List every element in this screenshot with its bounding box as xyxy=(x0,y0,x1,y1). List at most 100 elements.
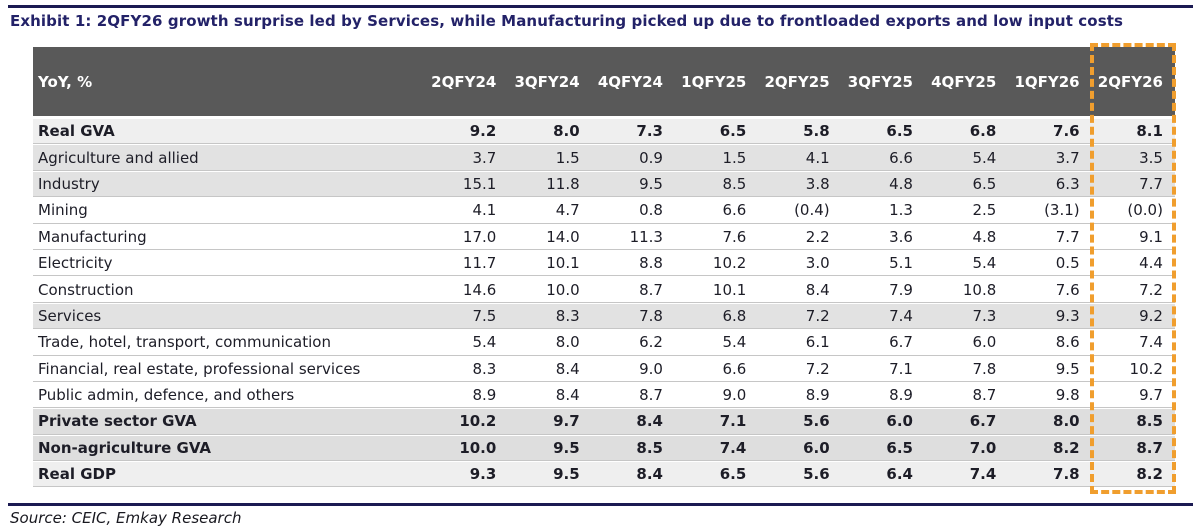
value-cell: 9.0 xyxy=(722,386,747,405)
value-cell: 6.4 xyxy=(886,465,913,484)
value-cell: 7.4 xyxy=(719,438,747,457)
table-row: Real GVA 9.2 8.0 7.3 6.5 5.8 6.5 6.8 7.6 8.1 xyxy=(33,118,1175,145)
value-cell: (0.0) xyxy=(1127,201,1163,220)
value-cell: (0.4) xyxy=(794,201,830,220)
value-cell: 7.8 xyxy=(1053,465,1080,484)
row-label: Non-agriculture GVA xyxy=(38,438,212,457)
value-cell: 4.7 xyxy=(555,201,580,220)
value-cell: 8.0 xyxy=(553,122,580,141)
value-cell: 6.7 xyxy=(889,333,913,352)
value-cell: (3.1) xyxy=(1044,201,1080,220)
value-cell: 8.0 xyxy=(555,333,580,352)
value-cell: 1.5 xyxy=(722,148,747,167)
value-cell: 7.5 xyxy=(472,306,497,325)
table-row: Private sector GVA 10.2 9.7 8.4 7.1 5.6 6.0 6.7… xyxy=(33,408,1175,435)
value-cell: 6.5 xyxy=(972,174,997,193)
header-col-1qfy26: 1QFY26 xyxy=(1014,72,1080,91)
value-cell: 7.6 xyxy=(1055,280,1080,299)
value-cell: 3.0 xyxy=(805,254,830,273)
value-cell: 8.4 xyxy=(636,412,663,431)
value-cell: 3.5 xyxy=(1139,148,1163,167)
value-cell: 7.6 xyxy=(1053,122,1080,141)
table-row: Financial, real estate, professional ser… xyxy=(33,355,1175,382)
value-cell: 4.1 xyxy=(805,148,830,167)
value-cell: 8.7 xyxy=(639,280,663,299)
value-cell: 5.4 xyxy=(722,333,747,352)
value-cell: 8.0 xyxy=(1053,412,1080,431)
value-cell: 7.2 xyxy=(805,359,830,378)
value-cell: 6.5 xyxy=(886,438,913,457)
value-cell: 5.6 xyxy=(803,465,830,484)
gva-growth-table: YoY, % 2QFY24 3QFY24 4QFY24 1QFY25 2QFY25 3QF… xyxy=(33,43,1176,494)
value-cell: 8.4 xyxy=(555,386,580,405)
value-cell: 9.2 xyxy=(1139,306,1163,325)
value-cell: 10.2 xyxy=(459,412,497,431)
value-cell: 8.7 xyxy=(639,386,663,405)
value-cell: 0.8 xyxy=(639,201,663,220)
value-cell: 4.1 xyxy=(472,201,497,220)
value-cell: 7.4 xyxy=(889,306,913,325)
value-cell: 5.4 xyxy=(472,333,497,352)
value-cell: 5.4 xyxy=(972,254,997,273)
value-cell: 5.6 xyxy=(803,412,830,431)
value-cell: 11.3 xyxy=(629,227,663,246)
row-label: Agriculture and allied xyxy=(38,148,199,167)
value-cell: 5.4 xyxy=(972,148,997,167)
row-label: Trade, hotel, transport, communication xyxy=(38,333,331,352)
value-cell: 11.7 xyxy=(462,254,497,273)
value-cell: 8.2 xyxy=(1053,438,1080,457)
value-cell: 3.7 xyxy=(1055,148,1080,167)
value-cell: 15.1 xyxy=(462,174,497,193)
value-cell: 7.0 xyxy=(969,438,997,457)
value-cell: 6.8 xyxy=(722,306,747,325)
value-cell: 8.9 xyxy=(805,386,830,405)
value-cell: 6.5 xyxy=(886,122,913,141)
table-row: Public admin, defence, and others 8.9 8.4 8… xyxy=(33,381,1175,409)
table-header-row: YoY, % 2QFY24 3QFY24 4QFY24 1QFY25 2QFY25 3QF… xyxy=(33,47,1175,118)
value-cell: 9.1 xyxy=(1139,227,1163,246)
value-cell: 11.8 xyxy=(546,174,580,193)
value-cell: 6.2 xyxy=(639,333,663,352)
value-cell: 6.6 xyxy=(722,359,747,378)
row-label: Real GDP xyxy=(38,465,116,484)
value-cell: 9.5 xyxy=(1055,359,1080,378)
value-cell: 10.2 xyxy=(1129,359,1163,378)
value-cell: 8.3 xyxy=(555,306,580,325)
row-label: Private sector GVA xyxy=(38,412,197,431)
header-col-4qfy25: 4QFY25 xyxy=(931,72,997,91)
value-cell: 10.0 xyxy=(546,280,580,299)
value-cell: 8.1 xyxy=(1136,122,1163,141)
row-label: Real GVA xyxy=(38,122,115,141)
row-label: Mining xyxy=(38,201,88,220)
table-row: Industry 15.1 11.8 9.5 8.5 3.8 4.8 6.5 6.3 7.7 xyxy=(33,170,1175,198)
header-yoy-label: YoY, % xyxy=(38,72,93,91)
exhibit-title: Exhibit 1: 2QFY26 growth surprise led by… xyxy=(10,12,1124,30)
value-cell: 10.8 xyxy=(962,280,997,299)
value-cell: 2.2 xyxy=(805,227,830,246)
value-cell: 0.9 xyxy=(639,148,663,167)
value-cell: 5.1 xyxy=(889,254,913,273)
value-cell: 4.4 xyxy=(1139,254,1163,273)
bottom-divider-rule xyxy=(8,503,1193,506)
value-cell: 7.8 xyxy=(972,359,997,378)
header-col-4qfy24: 4QFY24 xyxy=(597,72,663,91)
value-cell: 7.1 xyxy=(889,359,913,378)
value-cell: 14.6 xyxy=(462,280,497,299)
value-cell: 9.7 xyxy=(1139,386,1163,405)
value-cell: 4.8 xyxy=(972,227,997,246)
value-cell: 7.7 xyxy=(1139,174,1163,193)
value-cell: 8.2 xyxy=(1136,465,1163,484)
header-col-1qfy25: 1QFY25 xyxy=(681,72,747,91)
value-cell: 9.3 xyxy=(1055,306,1080,325)
value-cell: 7.4 xyxy=(1139,333,1163,352)
header-col-2qfy24: 2QFY24 xyxy=(431,72,497,91)
value-cell: 6.6 xyxy=(889,148,913,167)
value-cell: 17.0 xyxy=(462,227,497,246)
value-cell: 6.1 xyxy=(805,333,830,352)
value-cell: 8.9 xyxy=(472,386,497,405)
value-cell: 6.5 xyxy=(719,465,747,484)
value-cell: 3.6 xyxy=(889,227,913,246)
value-cell: 8.4 xyxy=(555,359,580,378)
value-cell: 10.0 xyxy=(459,438,497,457)
